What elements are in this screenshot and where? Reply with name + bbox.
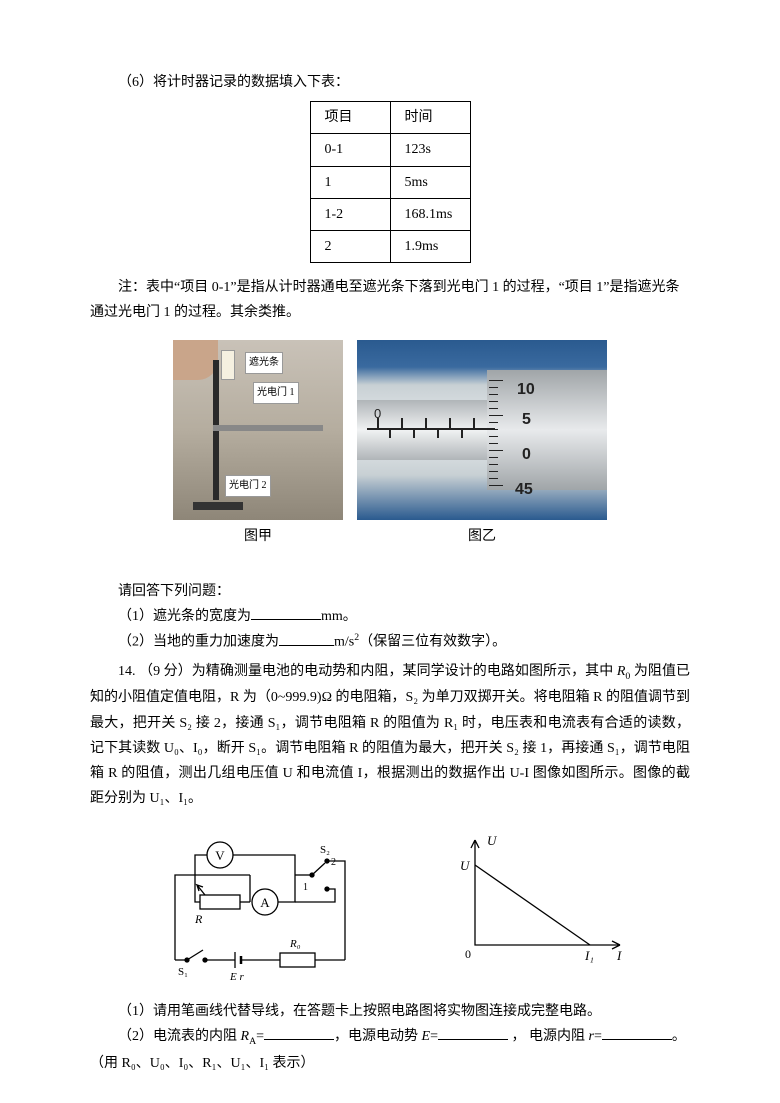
sub-question-2-hint: （用 R₀、U₀、I₀、R₁、U₁、I₁ 表示） xyxy=(90,1051,690,1076)
table-note: 注：表中“项目 0-1”是指从计时器通电至遮光条下落到光电门 1 的过程，“项目… xyxy=(90,275,690,325)
section6-title: （6）将计时器记录的数据填入下表： xyxy=(90,70,690,95)
questions-intro: 请回答下列问题： xyxy=(90,579,690,604)
svg-text:U: U xyxy=(460,858,471,873)
svg-text:A: A xyxy=(260,895,270,910)
svg-text:R: R xyxy=(194,912,203,926)
svg-text:I₁: I₁ xyxy=(584,948,594,963)
svg-text:S₁: S₁ xyxy=(178,966,188,978)
svg-text:S₂: S₂ xyxy=(320,844,330,856)
table-row: 0-1123s xyxy=(310,134,470,166)
svg-text:0: 0 xyxy=(465,947,471,961)
caption-1: 图甲 xyxy=(173,524,343,549)
photo-setup: 遮光条 光电门 1 光电门 2 xyxy=(173,340,343,520)
svg-text:U: U xyxy=(487,833,498,848)
th-item: 项目 xyxy=(310,102,390,134)
thimble-10: 10 xyxy=(517,376,535,405)
label-gate1: 光电门 1 xyxy=(253,382,299,404)
table-row: 项目 时间 xyxy=(310,102,470,134)
photo-micrometer: 0 10 5 xyxy=(357,340,607,520)
svg-text:V: V xyxy=(215,848,225,863)
svg-text:E r: E r xyxy=(229,971,244,983)
svg-text:2: 2 xyxy=(331,857,336,868)
question-2: （2）当地的重力加速度为m/s2（保留三位有效数字）。 xyxy=(90,629,690,655)
blank-e xyxy=(438,1026,508,1040)
diagram-row: V R A S₂ 1 2 xyxy=(90,825,690,985)
th-time: 时间 xyxy=(390,102,470,134)
table-row: 15ms xyxy=(310,166,470,198)
thimble-0: 0 xyxy=(522,441,531,470)
sub-question-1: （1）请用笔画线代替导线，在答题卡上按照电路图将实物图连接成完整电路。 xyxy=(90,999,690,1024)
blank-width xyxy=(251,606,321,620)
blank-ra xyxy=(264,1026,334,1040)
blank-r xyxy=(602,1026,672,1040)
circuit-diagram: V R A S₂ 1 2 xyxy=(145,825,375,985)
sub-question-2: （2）电流表的内阻 RA=，电源电动势 E= ， 电源内阻 r=。 xyxy=(90,1024,690,1050)
timing-table: 项目 时间 0-1123s 15ms 1-2168.1ms 21.9ms xyxy=(310,101,471,263)
question-14: 14. （9 分）为精确测量电池的电动势和内阻，某同学设计的电路如图所示，其中 … xyxy=(90,659,690,811)
ui-graph: U U 0 I₁ I xyxy=(435,825,635,975)
photo-row: 遮光条 光电门 1 光电门 2 图甲 0 xyxy=(90,340,690,549)
label-gate2: 光电门 2 xyxy=(225,475,271,497)
caption-2: 图乙 xyxy=(357,524,607,549)
blank-g xyxy=(279,632,334,646)
table-row: 1-2168.1ms xyxy=(310,198,470,230)
svg-text:I: I xyxy=(616,948,622,963)
question-1: （1）遮光条的宽度为mm。 xyxy=(90,604,690,629)
svg-text:1: 1 xyxy=(303,882,308,893)
svg-text:R₀: R₀ xyxy=(289,938,301,950)
label-strip: 遮光条 xyxy=(245,352,283,374)
thimble-45: 45 xyxy=(515,476,533,505)
thimble-5: 5 xyxy=(522,406,531,435)
table-row: 21.9ms xyxy=(310,230,470,262)
